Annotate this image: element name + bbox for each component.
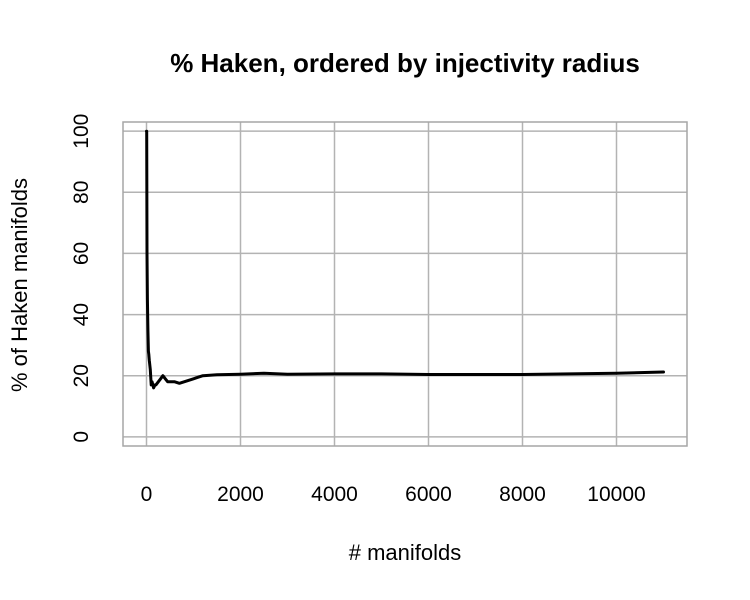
- chart-title: % Haken, ordered by injectivity radius: [170, 48, 640, 78]
- x-tick-label: 6000: [405, 483, 452, 506]
- x-tick-label: 2000: [217, 483, 264, 506]
- y-tick-label: 100: [70, 114, 93, 149]
- x-tick-label: 8000: [499, 483, 546, 506]
- x-tick-label: 4000: [311, 483, 358, 506]
- x-tick-label: 0: [141, 483, 153, 506]
- y-axis: 0 20 40 60 80 100: [70, 114, 93, 443]
- series-layer: [145, 129, 665, 390]
- series-line: [145, 129, 665, 390]
- y-tick-label: 60: [70, 242, 93, 265]
- grid: [123, 122, 687, 446]
- y-tick-label: 40: [70, 303, 93, 326]
- y-tick-label: 80: [70, 181, 93, 204]
- x-tick-label: 10000: [587, 483, 645, 506]
- x-axis-label: # manifolds: [349, 540, 462, 565]
- y-tick-label: 0: [70, 431, 93, 443]
- plot-frame: [122, 121, 688, 447]
- y-axis-label: % of Haken manifolds: [7, 178, 32, 392]
- x-axis: 0 2000 4000 6000 8000 10000: [141, 483, 646, 506]
- y-tick-label: 20: [70, 364, 93, 387]
